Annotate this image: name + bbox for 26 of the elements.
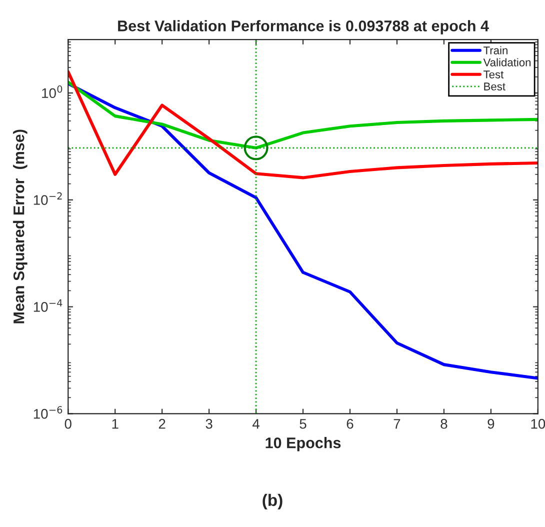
x-tick-label: 0 [64, 418, 72, 429]
x-axis-title: 10 Epochs [266, 437, 341, 452]
x-tick-label: 3 [206, 418, 212, 429]
line-series [68, 82, 538, 380]
y-tick-label: 10$^{0}$ [42, 85, 62, 98]
x-tick-label: 1 [112, 419, 118, 429]
y-tick-label: 10$^{−2}$ [34, 192, 62, 205]
y-tick-label: 10$^{−6}$ [34, 406, 62, 419]
x-tick-label: 10 [531, 418, 545, 429]
legend-label: Best [484, 82, 506, 90]
legend-label: Test [484, 70, 504, 78]
x-tick-label: 5 [300, 419, 306, 429]
y-axis-title: Mean Squared Error (mse) [13, 130, 28, 324]
line-series [68, 70, 538, 180]
x-tick-label: 8 [440, 418, 448, 429]
chart-title: Best Validation Performance is 0.093788 at epoch 4 [118, 20, 489, 34]
legend-label: Train [484, 46, 508, 54]
x-tick-label: 7 [394, 419, 400, 429]
y-tick-label: 10$^{−4}$ [34, 299, 62, 312]
x-tick-label: 9 [488, 418, 494, 429]
legend-label: Validation [483, 58, 531, 66]
x-tick-label: 6 [346, 418, 354, 429]
x-tick-label: 4 [252, 419, 260, 429]
x-tick-label: 2 [158, 418, 166, 429]
text: (b) [262, 494, 282, 510]
line-series [68, 80, 538, 150]
